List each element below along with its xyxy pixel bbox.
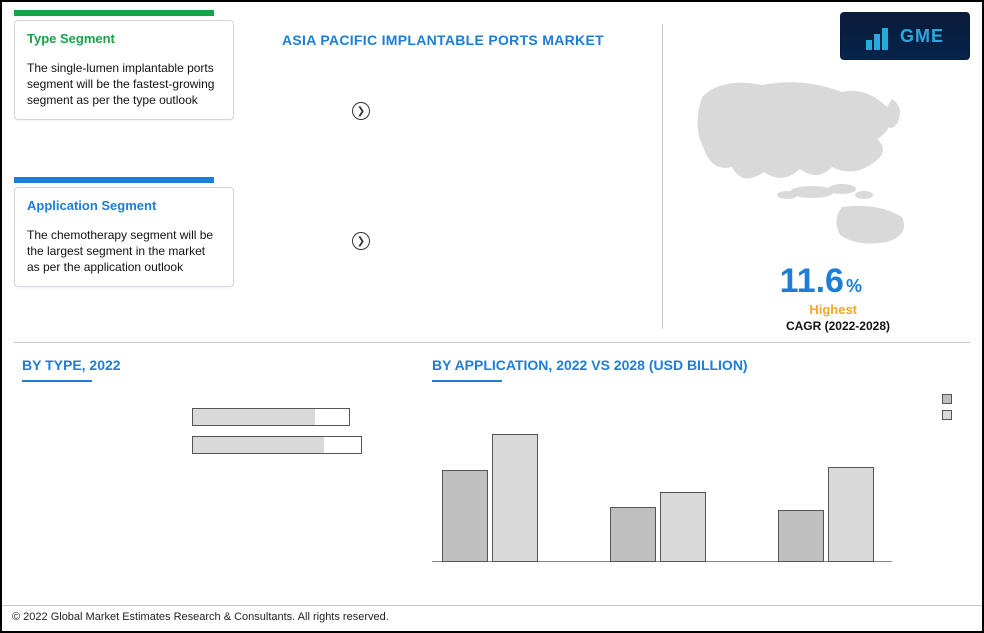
legend-item	[942, 410, 957, 420]
chart-legend	[942, 394, 957, 420]
type-segment-box: Type Segment The single-lumen implantabl…	[14, 20, 234, 120]
bar-group	[442, 434, 538, 562]
asia-pacific-map-icon	[692, 77, 942, 247]
vertical-divider	[662, 24, 663, 329]
title-underline	[22, 380, 92, 382]
application-segment-title: Application Segment	[27, 198, 221, 213]
type-bar-fill	[193, 437, 324, 453]
type-segment-title: Type Segment	[27, 31, 221, 46]
bar-2022	[442, 470, 488, 562]
type-segment-text: The single-lumen implantable ports segme…	[27, 60, 221, 109]
legend-swatch	[942, 394, 952, 404]
page-title: ASIA PACIFIC IMPLANTABLE PORTS MARKET	[282, 32, 604, 48]
bar-2028	[492, 434, 538, 562]
cagr-number: 11.6	[780, 262, 844, 301]
copyright-footer: © 2022 Global Market Estimates Research …	[2, 605, 982, 631]
by-type-chart	[32, 407, 392, 527]
application-segment-text: The chemotherapy segment will be the lar…	[27, 227, 221, 276]
bar-group	[778, 467, 874, 562]
by-application-title: BY APPLICATION, 2022 VS 2028 (USD BILLIO…	[432, 357, 748, 373]
cagr-suffix: %	[846, 276, 862, 297]
type-bar-row	[32, 407, 392, 427]
chevron-circle-icon: ❯	[352, 232, 370, 250]
type-bar	[192, 408, 350, 426]
cagr-subtitle: CAGR (2022-2028)	[786, 319, 890, 333]
horizontal-divider	[14, 342, 970, 343]
application-segment-bar	[14, 177, 214, 183]
application-segment-box: Application Segment The chemotherapy seg…	[14, 187, 234, 287]
bar-2022	[610, 507, 656, 562]
type-bar-row	[32, 435, 392, 455]
bar-chart-icon	[866, 22, 894, 50]
by-type-title: BY TYPE, 2022	[22, 357, 121, 373]
cagr-value: 11.6 %	[780, 262, 862, 301]
gme-logo: GME	[840, 12, 970, 60]
legend-item	[942, 394, 957, 404]
by-application-chart	[432, 392, 912, 582]
legend-swatch	[942, 410, 952, 420]
logo-text: GME	[900, 26, 944, 47]
bar-group	[610, 492, 706, 562]
type-segment-bar	[14, 10, 214, 16]
chevron-circle-icon: ❯	[352, 102, 370, 120]
bar-2022	[778, 510, 824, 562]
bar-2028	[828, 467, 874, 562]
type-bar-fill	[193, 409, 315, 425]
type-bar	[192, 436, 362, 454]
title-underline	[432, 380, 502, 382]
bar-2028	[660, 492, 706, 562]
cagr-label: Highest	[809, 302, 857, 317]
